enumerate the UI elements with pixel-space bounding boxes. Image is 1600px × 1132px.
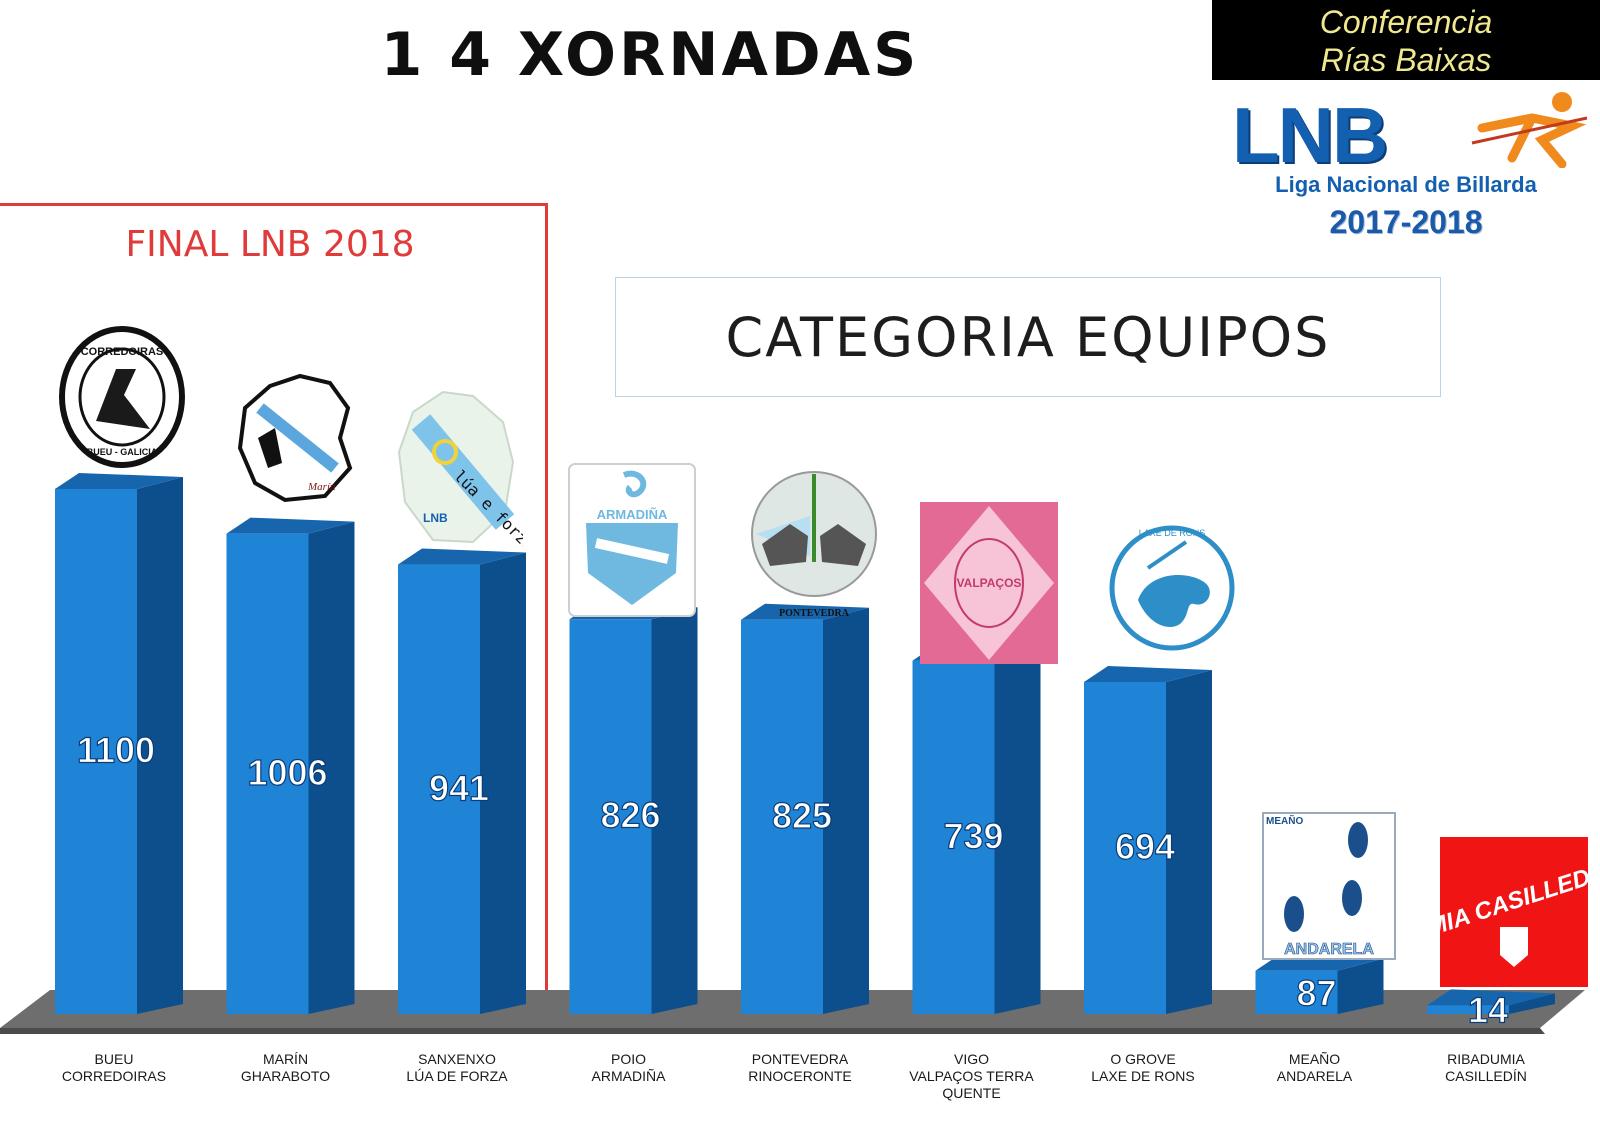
svg-text:ARMADIÑA: ARMADIÑA (597, 507, 668, 522)
bar-value-label: 14 (1468, 990, 1508, 1031)
bar-value-label: 826 (600, 795, 660, 836)
bar-value-label: 825 (772, 795, 832, 836)
page-title: 1 4 XORNADAS (380, 20, 920, 90)
laxe-de-rons-logo: LAXE DE RONS (1109, 525, 1235, 651)
gharaboto-logo: Marín (237, 373, 353, 503)
bar-value-label: 694 (1115, 826, 1175, 867)
bar-front (226, 533, 309, 1014)
category-label-line: O GROVE (1110, 1051, 1175, 1067)
final-zone-title: FINAL LNB 2018 (125, 224, 415, 265)
category-label-line: MARÍN (263, 1051, 308, 1067)
bar-front (398, 564, 480, 1014)
bar-side (480, 552, 526, 1014)
category-label-line: VALPAÇOS TERRA (909, 1068, 1034, 1084)
league-badge: Conferencia Rías Baixas LNB Liga Naciona… (1212, 0, 1600, 245)
badge-conference-line1: Conferencia (1319, 4, 1493, 40)
svg-text:MEAÑO: MEAÑO (1266, 814, 1303, 827)
bar-side (994, 648, 1041, 1014)
category-box: CATEGORIA EQUIPOS (615, 277, 1441, 397)
svg-text:Marín: Marín (307, 481, 336, 493)
bar-side (137, 476, 183, 1014)
bar-top (55, 472, 183, 489)
chart-floor-edge (0, 1028, 1545, 1034)
bar-front (569, 619, 652, 1014)
valpacos-logo: VALPAÇOS (920, 502, 1058, 664)
bar-front (741, 619, 823, 1014)
bar-top (741, 603, 869, 620)
category-label: CATEGORIA EQUIPOS (725, 305, 1331, 369)
casilledin-logo: UMIA CASILLEDIN (1440, 837, 1588, 987)
bar-top (1427, 989, 1555, 1006)
bar: 826 (569, 603, 698, 1014)
bar-top (1084, 666, 1212, 683)
bar-front (55, 488, 137, 1014)
category-label-line: QUENTE (942, 1085, 1000, 1101)
bar: 14 (1427, 989, 1555, 1031)
season-label: 2017-2018 (1329, 204, 1483, 240)
bar-value-label: 739 (943, 815, 1003, 856)
category-label-line: RIBADUMIA (1447, 1051, 1525, 1067)
bar-side (651, 607, 698, 1014)
category-label-line: LÚA DE FORZA (406, 1068, 508, 1084)
category-label-line: CORREDOIRAS (62, 1068, 166, 1084)
bar: 941 (398, 548, 526, 1014)
league-name: Liga Nacional de Billarda (1275, 172, 1537, 197)
svg-text:VALPAÇOS: VALPAÇOS (957, 576, 1022, 590)
bar-value-label: 941 (429, 767, 489, 808)
armadina-logo: ARMADIÑA (568, 463, 696, 617)
bar-front (1255, 970, 1338, 1014)
svg-text:BUEU - GALICIA: BUEU - GALICIA (87, 447, 158, 457)
bar-side (1337, 958, 1384, 1014)
category-label-line: VIGO (954, 1051, 989, 1067)
bar: 694 (1084, 666, 1212, 1014)
lnb-logo: LNB (1232, 91, 1388, 179)
bar-side (823, 607, 869, 1014)
bar: 1006 (226, 517, 355, 1014)
lua-de-forza-logo: lúa e forza LNB (397, 390, 523, 552)
category-label-line: SANXENXO (418, 1051, 496, 1067)
bar: 825 (741, 603, 869, 1014)
final-zone-frame (0, 203, 548, 1027)
bar-front (912, 660, 995, 1014)
category-label-line: ANDARELA (1277, 1068, 1353, 1084)
bar-side (1166, 670, 1212, 1014)
bar-top (398, 548, 526, 565)
bar-value-label: 1100 (77, 729, 155, 770)
badge-conference-line2: Rías Baixas (1320, 42, 1492, 78)
category-label-line: RINOCERONTE (748, 1068, 851, 1084)
bar-value-label: 87 (1296, 972, 1336, 1013)
category-label-line: PONTEVEDRA (752, 1051, 849, 1067)
bar: 87 (1255, 954, 1384, 1014)
bar-top (226, 517, 355, 534)
svg-text:LNB: LNB (423, 511, 448, 525)
bar-value-label: 1006 (247, 752, 327, 793)
bar-front (1084, 682, 1166, 1014)
bar-side (1509, 993, 1555, 1014)
andarela-logo: MEAÑO ANDARELA (1262, 812, 1396, 960)
bar: 739 (912, 644, 1041, 1014)
category-label-line: MEAÑO (1289, 1051, 1340, 1067)
rinoceronte-logo: PONTEVEDRA (751, 471, 877, 619)
svg-text:ANDARELA: ANDARELA (1284, 941, 1374, 958)
svg-text:PONTEVEDRA: PONTEVEDRA (779, 608, 850, 619)
category-label-line: BUEU (95, 1051, 134, 1067)
category-label-line: POIO (611, 1051, 646, 1067)
corredoiras-logo: CORREDOIRAS BUEU - GALICIA (59, 326, 185, 468)
bar: 1100 (55, 472, 183, 1014)
bar-front (1427, 1005, 1509, 1014)
runner-icon (1471, 92, 1588, 168)
category-label-line: LAXE DE RONS (1091, 1068, 1194, 1084)
category-label-line: CASILLEDÍN (1445, 1068, 1527, 1084)
category-label-line: GHARABOTO (241, 1068, 330, 1084)
badge-header (1212, 0, 1600, 80)
svg-text:LAXE DE RONS: LAXE DE RONS (1139, 528, 1206, 538)
svg-text:CORREDOIRAS: CORREDOIRAS (81, 346, 164, 358)
category-label-line: ARMADIÑA (592, 1068, 667, 1084)
bar-side (308, 521, 355, 1014)
